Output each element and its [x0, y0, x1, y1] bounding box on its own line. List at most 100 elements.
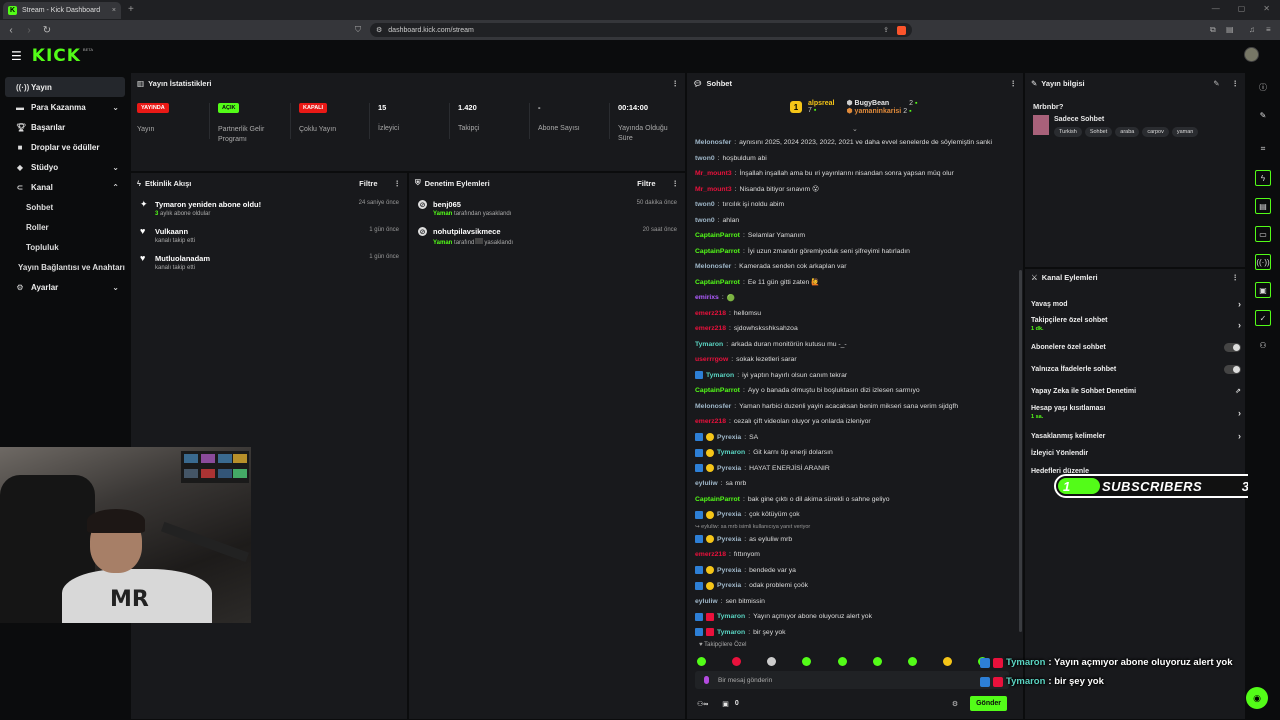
filter-button[interactable]: Filtre — [359, 178, 378, 188]
kick-logo[interactable]: KICK — [31, 46, 81, 66]
bookmark-icon[interactable]: ⛉ — [355, 25, 361, 34]
save-icon[interactable]: ▣ — [1255, 282, 1271, 298]
browser-menu-icon[interactable]: ≡ — [1266, 25, 1271, 34]
chat-username[interactable]: eyluliw — [695, 480, 718, 488]
chat-username[interactable]: Mr_mount3 — [695, 185, 732, 193]
chat-username[interactable]: Melonosfer — [695, 263, 732, 271]
more-options-icon[interactable]: ⋮ — [671, 178, 680, 188]
media-icon[interactable]: ♫ — [1249, 25, 1255, 34]
chat-username[interactable]: twon0 — [695, 154, 715, 162]
chat-username[interactable]: twon0 — [695, 216, 715, 224]
avatar[interactable] — [1244, 47, 1259, 62]
chat-username[interactable]: CaptainParrot — [695, 247, 740, 255]
emote-icon[interactable] — [697, 657, 706, 666]
leader-user[interactable]: BugyBean — [854, 100, 890, 107]
broadcast-icon[interactable]: ((·)) — [1255, 254, 1271, 270]
chat-username[interactable]: Mr_mount3 — [695, 170, 732, 178]
chat-username[interactable]: twon0 — [695, 201, 715, 209]
tag-chip[interactable]: Sohbet — [1084, 127, 1113, 137]
emote-icon[interactable] — [872, 657, 882, 666]
sidebar-item-yayin[interactable]: ((·)) Yayın — [5, 77, 125, 97]
collapse-icon[interactable]: ⌄ — [852, 126, 858, 133]
more-options-icon[interactable]: ⋮ — [393, 178, 402, 188]
chat-username[interactable]: Pyrexia — [717, 464, 742, 472]
chat-fab-button[interactable]: ◉ — [1246, 687, 1268, 709]
chat-username[interactable]: CaptainParrot — [695, 278, 740, 286]
sidebar-item-kanal[interactable]: ⊂ Kanal ⌃ — [5, 177, 125, 197]
sidebar-toggle-icon[interactable]: ▤ — [1226, 25, 1234, 34]
chat-username[interactable]: emerz218 — [695, 309, 726, 317]
sidebar-item-roller[interactable]: Roller — [26, 222, 49, 232]
tag-chip[interactable]: carpov — [1142, 127, 1169, 137]
emote-icon[interactable] — [802, 657, 812, 666]
site-settings-icon[interactable]: ⚙ — [376, 27, 383, 34]
chat-username[interactable]: Tymaron — [717, 449, 746, 457]
sidebar-item-basarilar[interactable]: 🏆︎ Başarılar — [5, 117, 125, 137]
more-options-icon[interactable]: ⋮ — [1231, 78, 1240, 88]
focus-icon[interactable]: ⌗ — [1260, 144, 1266, 153]
send-button[interactable]: Gönder — [970, 696, 1007, 711]
chat-username[interactable]: Melonosfer — [695, 402, 732, 410]
chat-input[interactable]: Bir mesaj gönderin — [695, 671, 1009, 689]
tab-close-icon[interactable]: × — [111, 7, 116, 14]
chat-username[interactable]: emerz218 — [695, 551, 726, 559]
sidebar-item-para-kazanma[interactable]: ▬ Para Kazanma ⌄ — [5, 97, 125, 117]
toggle-switch[interactable] — [1224, 365, 1241, 374]
chat-username[interactable]: Pyrexia — [717, 433, 742, 441]
chat-username[interactable]: Melonosfer — [695, 139, 732, 147]
pen-icon[interactable]: ✎ — [1259, 110, 1267, 120]
new-tab-button[interactable]: + — [128, 4, 134, 15]
more-options-icon[interactable]: ⋮ — [1231, 272, 1240, 282]
minimize-icon[interactable]: — — [1211, 4, 1220, 13]
chat-scrollbar[interactable] — [1019, 270, 1022, 632]
chat-username[interactable]: eyluliw — [695, 597, 718, 605]
slow-mode-control[interactable]: Yavaş mod › — [1031, 299, 1241, 309]
chat-username[interactable]: CaptainParrot — [695, 495, 740, 503]
maximize-icon[interactable]: ▢ — [1237, 4, 1246, 13]
sidebar-item-topluluk[interactable]: Topluluk — [26, 242, 59, 252]
chat-username[interactable]: Tymaron — [706, 371, 735, 379]
sidebar-item-connection[interactable]: Yayın Bağlantısı ve Anahtarı — [18, 262, 125, 272]
chat-username[interactable]: Tymaron — [717, 613, 746, 621]
edit-pencil-icon[interactable]: ✎ — [1213, 78, 1220, 88]
chat-username[interactable]: Pyrexia — [717, 535, 742, 543]
chat-username[interactable]: emerz218 — [695, 418, 726, 426]
chat-settings-icon[interactable]: ⚙ — [951, 700, 959, 708]
chat-username[interactable]: Pyrexia — [717, 566, 742, 574]
mic-icon[interactable] — [704, 676, 709, 684]
chat-username[interactable]: emerz218 — [695, 325, 726, 333]
browser-tab[interactable]: K Stream - Kick Dashboard × — [3, 2, 121, 19]
users-icon[interactable]: ⚇∞ — [697, 700, 709, 708]
emote-icon[interactable] — [837, 657, 847, 666]
chat-username[interactable]: Tymaron — [695, 340, 724, 348]
raid-control[interactable]: İzleyici Yönlendir — [1031, 450, 1241, 457]
forward-icon[interactable]: › — [27, 24, 31, 36]
tag-chip[interactable]: araba — [1115, 127, 1140, 137]
filter-button[interactable]: Filtre — [637, 178, 656, 188]
chat-username[interactable]: Pyrexia — [717, 582, 742, 590]
bolt-icon[interactable]: ϟ — [1255, 170, 1271, 186]
address-bar[interactable]: ⚙ dashboard.kick.com/stream ⇪ — [370, 23, 912, 37]
chat-username[interactable]: Tymaron — [717, 628, 746, 636]
back-icon[interactable]: ‹ — [9, 24, 13, 36]
gift-icon[interactable]: ▣ — [722, 700, 729, 708]
clipboard-icon[interactable]: ▤ — [1255, 198, 1271, 214]
ai-moderation-control[interactable]: Yapay Zeka ile Sohbet Denetimi ⇗ — [1031, 387, 1241, 396]
sidebar-item-studyo[interactable]: ◆ Stüdyo ⌄ — [5, 157, 125, 177]
more-options-icon[interactable]: ⋮ — [1009, 78, 1018, 88]
category-name[interactable]: Sadece Sohbet — [1054, 116, 1105, 123]
emote-icon[interactable] — [732, 657, 742, 666]
chat-username[interactable]: Pyrexia — [717, 511, 742, 519]
leader-user[interactable]: alpsreal — [808, 100, 835, 107]
chat-bubble-icon[interactable]: ▭ — [1255, 226, 1271, 242]
chat-username[interactable]: emirixs — [695, 294, 719, 302]
hamburger-menu-icon[interactable]: ☰ — [11, 49, 22, 63]
chat-username[interactable]: CaptainParrot — [695, 232, 740, 240]
share-icon[interactable]: ⇪ — [883, 26, 889, 34]
leader-user[interactable]: yamaninkarisi — [854, 108, 902, 115]
tag-chip[interactable]: yaman — [1171, 127, 1199, 137]
emote-icon[interactable] — [942, 657, 952, 666]
subscribers-only-control[interactable]: Abonelere özel sohbet — [1031, 343, 1241, 352]
followers-only-control[interactable]: Takipçilere özel sohbet 1 dk. › — [1031, 317, 1241, 332]
chat-username[interactable]: userrrgow — [695, 356, 729, 364]
